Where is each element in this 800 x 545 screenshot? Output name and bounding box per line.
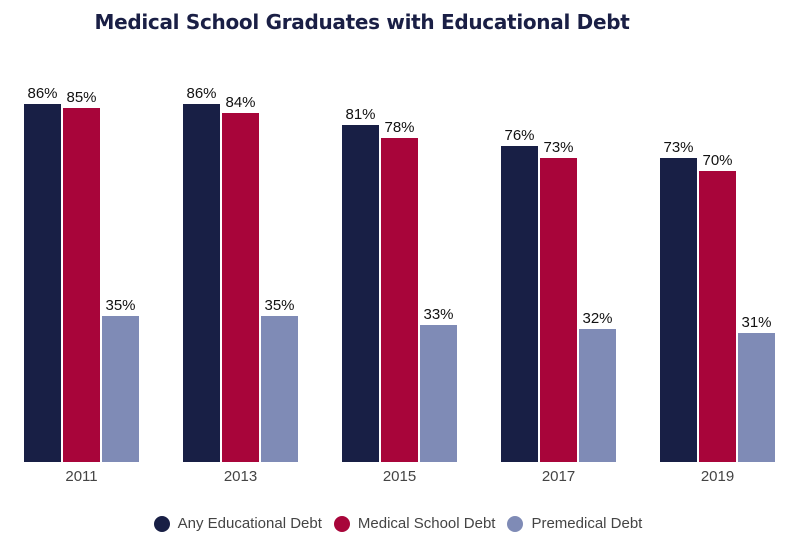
- legend: Any Educational Debt Medical School Debt P…: [0, 515, 800, 532]
- bar-2011-0: [24, 104, 61, 462]
- value-label: 31%: [741, 314, 772, 332]
- x-tick-label: 2015: [382, 468, 417, 485]
- legend-label: Premedical Debt: [531, 515, 643, 532]
- x-tick-label: 2019: [700, 468, 735, 485]
- legend-item[interactable]: Any Educational Debt: [153, 515, 322, 532]
- legend-label: Any Educational Debt: [177, 515, 322, 532]
- bar-2017-2: [579, 328, 616, 462]
- x-tick-label: 2011: [65, 468, 98, 485]
- legend-dot-icon: [507, 515, 524, 532]
- value-label: 73%: [663, 139, 694, 157]
- value-label: 81%: [345, 106, 376, 124]
- legend-dot-icon: [333, 515, 350, 532]
- bar-2017-1: [540, 158, 577, 462]
- value-label: 85%: [66, 89, 97, 107]
- bar-2011-2: [102, 316, 139, 462]
- legend-item[interactable]: Premedical Debt: [507, 515, 642, 532]
- value-label: 73%: [543, 139, 574, 157]
- legend-label: Medical School Debt: [357, 515, 496, 532]
- value-label: 76%: [504, 126, 535, 144]
- bar-2011-1: [63, 108, 100, 462]
- value-label: 86%: [27, 85, 58, 103]
- value-label: 32%: [582, 309, 613, 327]
- value-label: 35%: [264, 297, 295, 315]
- bar-2015-2: [420, 324, 457, 462]
- value-label: 78%: [384, 118, 415, 136]
- x-tick-label: 2017: [541, 468, 576, 485]
- value-label: 33%: [423, 305, 454, 323]
- value-label: 84%: [225, 93, 256, 111]
- bar-2017-0: [501, 145, 538, 462]
- legend-dot-icon: [153, 515, 170, 532]
- bar-2013-1: [222, 112, 259, 462]
- legend-item[interactable]: Medical School Debt: [333, 515, 496, 532]
- chart-title: Medical School Graduates with Educationa…: [94, 10, 630, 34]
- bar-2013-0: [183, 104, 220, 462]
- bar-2013-2: [261, 316, 298, 462]
- bar-2015-1: [381, 137, 418, 462]
- bar-2019-0: [660, 158, 697, 462]
- bar-2019-1: [699, 170, 736, 462]
- value-label: 35%: [105, 297, 136, 315]
- bar-2015-0: [342, 125, 379, 462]
- value-label: 70%: [702, 151, 733, 169]
- x-tick-label: 2013: [223, 468, 258, 485]
- value-label: 86%: [186, 85, 217, 103]
- bar-2019-2: [738, 333, 775, 462]
